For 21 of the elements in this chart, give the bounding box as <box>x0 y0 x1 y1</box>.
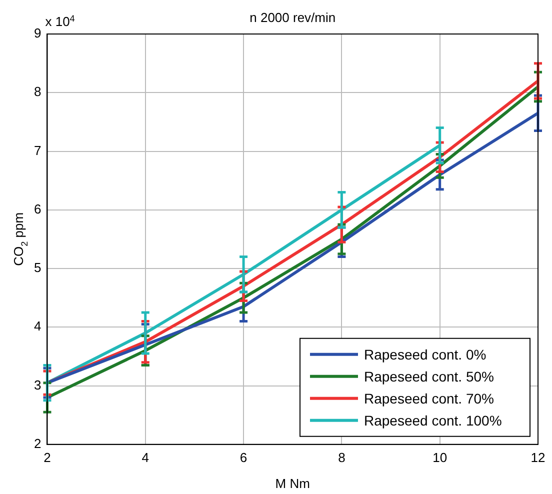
y-tick-label: 4 <box>34 318 42 334</box>
y-tick-label: 7 <box>34 142 42 158</box>
x-axis-title: M Nm <box>275 476 310 491</box>
legend-label: Rapeseed cont. 0% <box>364 346 486 362</box>
y-tick-label: 3 <box>34 377 42 392</box>
legend-label: Rapeseed cont. 100% <box>364 412 502 428</box>
x-tick-label: 10 <box>432 450 448 465</box>
y-tick-label: 6 <box>34 201 42 216</box>
legend-label: Rapeseed cont. 50% <box>364 368 494 384</box>
y-axis-title: CO2 ppm <box>11 212 30 266</box>
y-tick-label: 9 <box>34 26 42 41</box>
legend-label: Rapeseed cont. 70% <box>364 390 494 406</box>
y-tick-label: 2 <box>34 436 42 451</box>
y-tick-label: 8 <box>34 84 42 100</box>
chart-title: n 2000 rev/min <box>250 10 336 25</box>
x-tick-label: 4 <box>142 450 149 465</box>
x-tick-label: 6 <box>240 450 248 465</box>
x-tick-label: 8 <box>338 450 346 465</box>
x-tick-label: 2 <box>44 450 51 465</box>
x-tick-label: 12 <box>530 450 546 465</box>
y-tick-label: 5 <box>34 260 42 276</box>
